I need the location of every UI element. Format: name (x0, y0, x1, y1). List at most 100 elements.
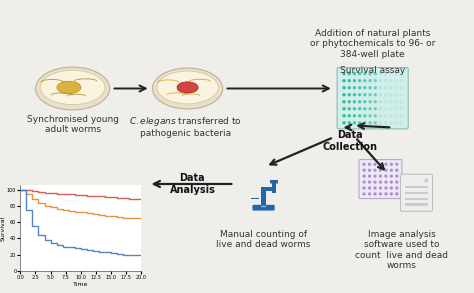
Circle shape (363, 168, 366, 172)
Circle shape (384, 192, 388, 195)
Circle shape (353, 79, 356, 82)
Circle shape (389, 121, 392, 125)
Text: $\it{C. elegans}$ transferred to
pathogenic bacteria: $\it{C. elegans}$ transferred to pathoge… (129, 115, 242, 138)
Circle shape (368, 100, 372, 103)
Circle shape (358, 121, 361, 125)
Circle shape (394, 107, 398, 110)
Bar (405, 192, 428, 194)
Circle shape (395, 175, 399, 178)
Text: Image analysis
software used to
count  live and dead
worms: Image analysis software used to count li… (356, 230, 448, 270)
Circle shape (363, 175, 366, 178)
Circle shape (384, 107, 387, 110)
Circle shape (389, 93, 392, 96)
Bar (405, 203, 428, 206)
Circle shape (379, 121, 382, 125)
Circle shape (363, 163, 366, 166)
Circle shape (363, 100, 366, 103)
Circle shape (379, 72, 382, 75)
Circle shape (358, 114, 361, 117)
Bar (261, 188, 275, 191)
Ellipse shape (153, 68, 223, 109)
Circle shape (395, 192, 399, 195)
Circle shape (379, 107, 382, 110)
Circle shape (363, 72, 366, 75)
Circle shape (384, 175, 388, 178)
Circle shape (384, 121, 387, 125)
Circle shape (394, 79, 398, 82)
Circle shape (347, 79, 351, 82)
Circle shape (363, 107, 366, 110)
Circle shape (363, 186, 366, 190)
Circle shape (358, 79, 361, 82)
Circle shape (379, 93, 382, 96)
Circle shape (368, 168, 371, 172)
Circle shape (379, 180, 382, 184)
Circle shape (374, 93, 377, 96)
Circle shape (342, 114, 346, 117)
Circle shape (363, 93, 366, 96)
Circle shape (342, 72, 346, 75)
Circle shape (342, 121, 346, 125)
Circle shape (374, 163, 377, 166)
Circle shape (389, 86, 392, 89)
Circle shape (395, 186, 399, 190)
Bar (405, 186, 428, 188)
Text: Statistical analysis: Statistical analysis (36, 238, 128, 248)
Circle shape (384, 86, 387, 89)
Ellipse shape (57, 81, 81, 94)
Circle shape (400, 79, 403, 82)
Circle shape (368, 186, 371, 190)
Circle shape (384, 186, 388, 190)
Circle shape (390, 163, 393, 166)
Text: Data
Collection: Data Collection (323, 130, 378, 152)
Circle shape (374, 114, 377, 117)
Circle shape (400, 72, 403, 75)
Circle shape (379, 100, 382, 103)
Ellipse shape (261, 205, 266, 208)
Circle shape (347, 121, 351, 125)
Circle shape (353, 121, 356, 125)
Circle shape (374, 186, 377, 190)
Circle shape (389, 107, 392, 110)
Circle shape (342, 79, 346, 82)
Circle shape (342, 93, 346, 96)
Circle shape (384, 163, 388, 166)
Circle shape (424, 179, 428, 183)
Text: Data
Analysis: Data Analysis (170, 173, 215, 195)
Circle shape (347, 107, 351, 110)
Circle shape (384, 114, 387, 117)
FancyBboxPatch shape (401, 174, 433, 211)
Ellipse shape (36, 67, 109, 110)
Circle shape (389, 79, 392, 82)
Circle shape (384, 93, 387, 96)
Circle shape (400, 114, 403, 117)
Circle shape (374, 86, 377, 89)
Circle shape (368, 79, 372, 82)
Circle shape (379, 192, 382, 195)
Circle shape (389, 72, 392, 75)
Circle shape (374, 107, 377, 110)
Circle shape (390, 175, 393, 178)
Circle shape (394, 121, 398, 125)
Circle shape (400, 107, 403, 110)
Circle shape (342, 107, 346, 110)
Bar (261, 188, 266, 206)
Circle shape (400, 86, 403, 89)
Circle shape (368, 180, 371, 184)
Circle shape (394, 72, 398, 75)
Circle shape (347, 86, 351, 89)
Circle shape (384, 168, 388, 172)
Ellipse shape (157, 71, 218, 104)
Circle shape (347, 72, 351, 75)
Circle shape (363, 180, 366, 184)
Circle shape (363, 192, 366, 195)
Circle shape (379, 79, 382, 82)
Circle shape (358, 72, 361, 75)
Circle shape (363, 86, 366, 89)
Circle shape (390, 168, 393, 172)
Ellipse shape (40, 70, 105, 105)
Circle shape (368, 114, 372, 117)
Bar (251, 197, 259, 200)
Circle shape (368, 72, 372, 75)
Text: Synchronised young
adult worms: Synchronised young adult worms (27, 115, 118, 134)
